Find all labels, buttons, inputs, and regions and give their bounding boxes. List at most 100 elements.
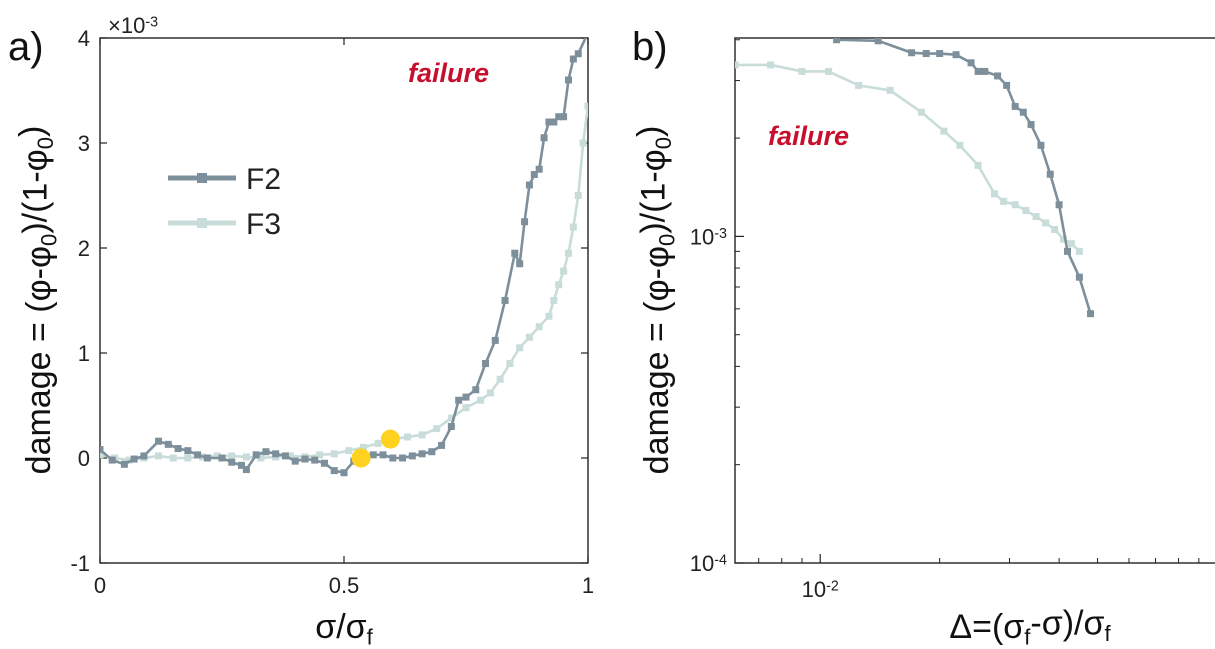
x-axis-label-b: Δ=(σf-σ)/σf [949, 604, 1111, 649]
highlight-group-a [351, 429, 400, 468]
legend-label-f2: F2 [246, 163, 281, 196]
data-point-a-f3 [555, 281, 563, 289]
data-point-a-f2 [140, 452, 148, 460]
data-point-a-f2 [516, 260, 524, 268]
data-point-a-f3 [574, 192, 582, 199]
data-point-b-f2 [833, 38, 841, 44]
data-point-b-f2 [952, 51, 960, 59]
data-point-b-f3 [798, 67, 806, 75]
data-point-a-f3 [374, 439, 382, 447]
plot-area-a [99, 37, 589, 564]
highlight-point [380, 429, 400, 449]
panel-label-a: a) [8, 25, 44, 69]
data-point-a-f2 [408, 452, 416, 460]
data-point-a-f3 [550, 297, 558, 304]
series-line-a-f3 [100, 106, 588, 462]
highlight-point [351, 448, 371, 468]
data-point-a-f2 [281, 452, 289, 460]
data-point-a-f2 [301, 455, 309, 463]
data-point-a-f3 [330, 450, 338, 458]
data-point-b-f2 [936, 50, 944, 58]
data-point-b-f2 [1019, 108, 1027, 116]
data-point-a-f2 [252, 451, 260, 459]
data-point-b-f3 [855, 81, 863, 89]
data-point-a-f2 [130, 455, 138, 463]
plot-area-b [734, 37, 1215, 564]
data-point-b-f3 [1000, 197, 1008, 205]
data-point-a-f3 [360, 444, 368, 451]
data-point-b-f2 [1027, 121, 1035, 129]
data-point-a-f2 [320, 459, 328, 467]
data-point-a-f3 [584, 102, 588, 110]
data-point-b-f2 [1055, 201, 1063, 209]
panel-label-b: b) [632, 25, 668, 69]
data-point-a-f3 [433, 425, 441, 433]
data-point-a-f2 [462, 393, 470, 401]
data-point-a-f2 [330, 467, 338, 475]
y-tick-label-a: 4 [78, 26, 90, 51]
data-point-a-f3 [506, 360, 514, 367]
data-point-a-f2 [174, 445, 182, 453]
data-point-a-f2 [511, 249, 519, 257]
data-point-b-f3 [1068, 240, 1076, 248]
data-point-a-f2 [311, 456, 319, 464]
failure-annotation-b: failure [768, 121, 849, 151]
data-point-b-f3 [974, 161, 982, 169]
y-tick-label-a: 2 [78, 236, 90, 261]
y-axis-label-b: damage = (φ-φ0)/(1-φ0) [631, 126, 680, 475]
data-point-a-f2 [545, 118, 553, 126]
data-point-b-f3 [1075, 247, 1083, 255]
tick-group-b: 10-2 10-4 10-3 [690, 39, 1200, 602]
data-point-a-f2 [501, 297, 509, 304]
y-axis-label-a: damage = (φ-φ0)/(1-φ0) [13, 126, 62, 475]
data-point-a-f2 [428, 448, 436, 456]
data-point-b-f2 [994, 72, 1002, 80]
series-line-b-f3 [735, 63, 1081, 253]
data-point-a-f3 [545, 312, 553, 320]
data-point-a-f2 [108, 456, 116, 464]
x-tick-label-a: 0.5 [329, 573, 360, 598]
data-point-a-f2 [455, 396, 463, 404]
data-point-a-f2 [100, 446, 104, 454]
data-point-b-f3 [956, 141, 964, 149]
data-point-a-f2 [418, 450, 426, 458]
data-point-a-f2 [291, 457, 299, 465]
legend-marker-f2 [197, 173, 207, 183]
data-point-b-f3 [767, 61, 775, 69]
data-point-b-f3 [1011, 201, 1019, 209]
data-point-a-f2 [569, 55, 577, 63]
legend-marker-f3 [197, 218, 207, 228]
data-point-a-f3 [496, 375, 504, 383]
data-point-a-f2 [272, 450, 280, 458]
data-point-a-f3 [242, 453, 250, 461]
data-point-a-f3 [155, 452, 163, 460]
data-point-a-f2 [555, 113, 563, 121]
data-point-a-f2 [194, 451, 202, 459]
data-point-a-f3 [316, 451, 324, 459]
x-tick-label-a: 0 [94, 573, 106, 598]
data-point-a-f2 [482, 360, 490, 367]
data-point-a-f3 [169, 454, 177, 462]
data-point-a-f2 [389, 454, 397, 462]
data-point-a-f2 [564, 76, 572, 84]
data-point-a-f2 [369, 451, 377, 459]
data-point-a-f3 [525, 333, 533, 341]
data-point-a-f2 [585, 29, 592, 36]
panel-b: b) 10-2 10-4 10-3 failure Δ=(σf-σ)/σf dama… [631, 25, 1215, 649]
data-point-b-f3 [940, 127, 948, 135]
data-point-a-f2 [535, 165, 543, 173]
data-point-a-f2 [203, 454, 211, 462]
data-point-a-f3 [486, 389, 494, 397]
data-point-b-f2 [1011, 102, 1019, 110]
data-point-a-f3 [100, 451, 104, 459]
data-point-a-f2 [447, 423, 455, 430]
data-point-a-f2 [238, 461, 246, 469]
data-point-a-f2 [164, 440, 172, 448]
y-tick-label-a: -1 [70, 551, 90, 576]
data-point-a-f2 [379, 451, 387, 459]
legend-label-f3: F3 [246, 208, 281, 241]
